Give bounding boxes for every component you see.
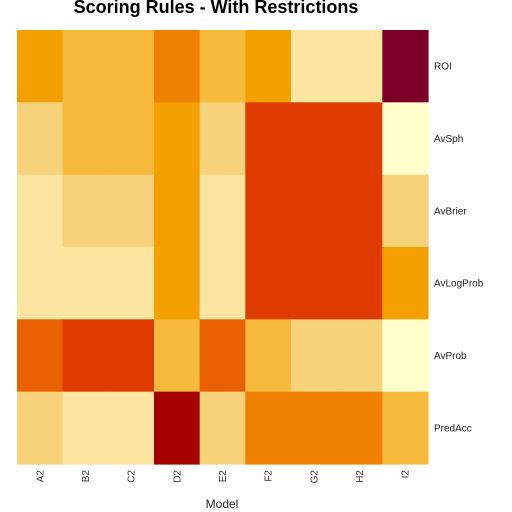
heatmap-cell-ROI-B2 xyxy=(62,30,109,103)
y-tick-AvProb: AvProb xyxy=(434,351,467,362)
chart-title: Scoring Rules - With Restrictions xyxy=(74,0,359,17)
heatmap-cell-PredAcc-C2 xyxy=(108,391,155,465)
heatmap-cell-AvProb-H2 xyxy=(336,319,383,393)
heatmap-cell-AvSph-I2 xyxy=(382,102,429,176)
y-tick-AvLogProb: AvLogProb xyxy=(434,279,484,290)
heatmap-cell-AvSph-G2 xyxy=(291,102,338,176)
heatmap-cell-PredAcc-E2 xyxy=(199,391,246,465)
heatmap-cell-AvProb-B2 xyxy=(62,319,109,393)
y-tick-ROI: ROI xyxy=(434,62,452,73)
heatmap-cell-AvProb-C2 xyxy=(108,319,155,393)
heatmap-cell-AvBrier-E2 xyxy=(199,174,246,248)
x-tick-D2: D2 xyxy=(172,470,183,483)
heatmap-cell-PredAcc-D2 xyxy=(154,391,201,465)
heatmap-cell-AvBrier-B2 xyxy=(62,174,109,248)
heatmap-cell-AvProb-G2 xyxy=(291,319,338,393)
x-tick-H2: H2 xyxy=(355,470,366,483)
heatmap-cell-AvProb-D2 xyxy=(154,319,201,393)
heatmap-cell-AvSph-A2 xyxy=(17,102,64,176)
x-tick-E2: E2 xyxy=(218,470,229,483)
heatmap-cell-ROI-F2 xyxy=(245,30,292,103)
heatmap-cell-ROI-A2 xyxy=(17,30,64,103)
x-tick-C2: C2 xyxy=(127,470,138,483)
heatmap-cell-PredAcc-A2 xyxy=(17,391,64,465)
heatmap-cell-AvLogProb-C2 xyxy=(108,247,155,320)
heatmap-cell-PredAcc-B2 xyxy=(62,391,109,465)
heatmap-cell-AvProb-E2 xyxy=(199,319,246,393)
heatmap-cell-AvBrier-A2 xyxy=(17,174,64,248)
heatmap-cell-AvSph-E2 xyxy=(199,102,246,176)
x-tick-B2: B2 xyxy=(81,470,92,483)
heatmap-cell-PredAcc-H2 xyxy=(336,391,383,465)
heatmap-cell-AvLogProb-F2 xyxy=(245,247,292,320)
heatmap-cell-ROI-H2 xyxy=(336,30,383,103)
heatmap-cell-AvBrier-H2 xyxy=(336,174,383,248)
x-tick-I2: I2 xyxy=(401,470,412,479)
heatmap-cell-AvProb-F2 xyxy=(245,319,292,393)
heatmap-cell-AvLogProb-A2 xyxy=(17,247,64,320)
heatmap-cell-AvLogProb-H2 xyxy=(336,247,383,320)
heatmap-cell-AvBrier-I2 xyxy=(382,174,429,248)
heatmap-cell-AvSph-H2 xyxy=(336,102,383,176)
heatmap-cell-AvSph-B2 xyxy=(62,102,109,176)
heatmap-cell-PredAcc-G2 xyxy=(291,391,338,465)
heatmap-cell-PredAcc-I2 xyxy=(382,391,429,465)
heatmap-cell-AvProb-I2 xyxy=(382,319,429,393)
heatmap-cell-ROI-I2 xyxy=(382,30,429,103)
heatmap-cell-AvLogProb-B2 xyxy=(62,247,109,320)
heatmap-cell-AvBrier-F2 xyxy=(245,174,292,248)
heatmap-cell-ROI-E2 xyxy=(199,30,246,103)
x-tick-G2: G2 xyxy=(309,470,320,484)
heatmap-cell-AvSph-D2 xyxy=(154,102,201,176)
heatmap-cell-AvProb-A2 xyxy=(17,319,64,393)
x-tick-A2: A2 xyxy=(35,470,46,483)
heatmap-cell-AvLogProb-E2 xyxy=(199,247,246,320)
heatmap-cell-AvBrier-D2 xyxy=(154,174,201,248)
heatmap-cells xyxy=(17,30,429,465)
heatmap-cell-AvLogProb-D2 xyxy=(154,247,201,320)
y-tick-PredAcc: PredAcc xyxy=(434,423,472,434)
x-tick-labels: A2 B2 C2 D2 E2 F2 G2 H2 I2 xyxy=(35,470,411,484)
heatmap-cell-ROI-D2 xyxy=(154,30,201,103)
heatmap-cell-ROI-C2 xyxy=(108,30,155,103)
heatmap-cell-AvSph-C2 xyxy=(108,102,155,176)
heatmap-cell-AvBrier-G2 xyxy=(291,174,338,248)
y-tick-AvSph: AvSph xyxy=(434,134,463,145)
x-axis-label: Model xyxy=(206,497,239,511)
heatmap-cell-AvSph-F2 xyxy=(245,102,292,176)
y-tick-labels: ROI AvSph AvBrier AvLogProb AvProb PredAcc xyxy=(434,62,484,435)
heatmap-cell-AvLogProb-G2 xyxy=(291,247,338,320)
heatmap-cell-PredAcc-F2 xyxy=(245,391,292,465)
heatmap-cell-AvBrier-C2 xyxy=(108,174,155,248)
y-tick-AvBrier: AvBrier xyxy=(434,206,467,217)
x-tick-F2: F2 xyxy=(264,470,275,482)
heatmap-cell-ROI-G2 xyxy=(291,30,338,103)
heatmap-cell-AvLogProb-I2 xyxy=(382,247,429,320)
